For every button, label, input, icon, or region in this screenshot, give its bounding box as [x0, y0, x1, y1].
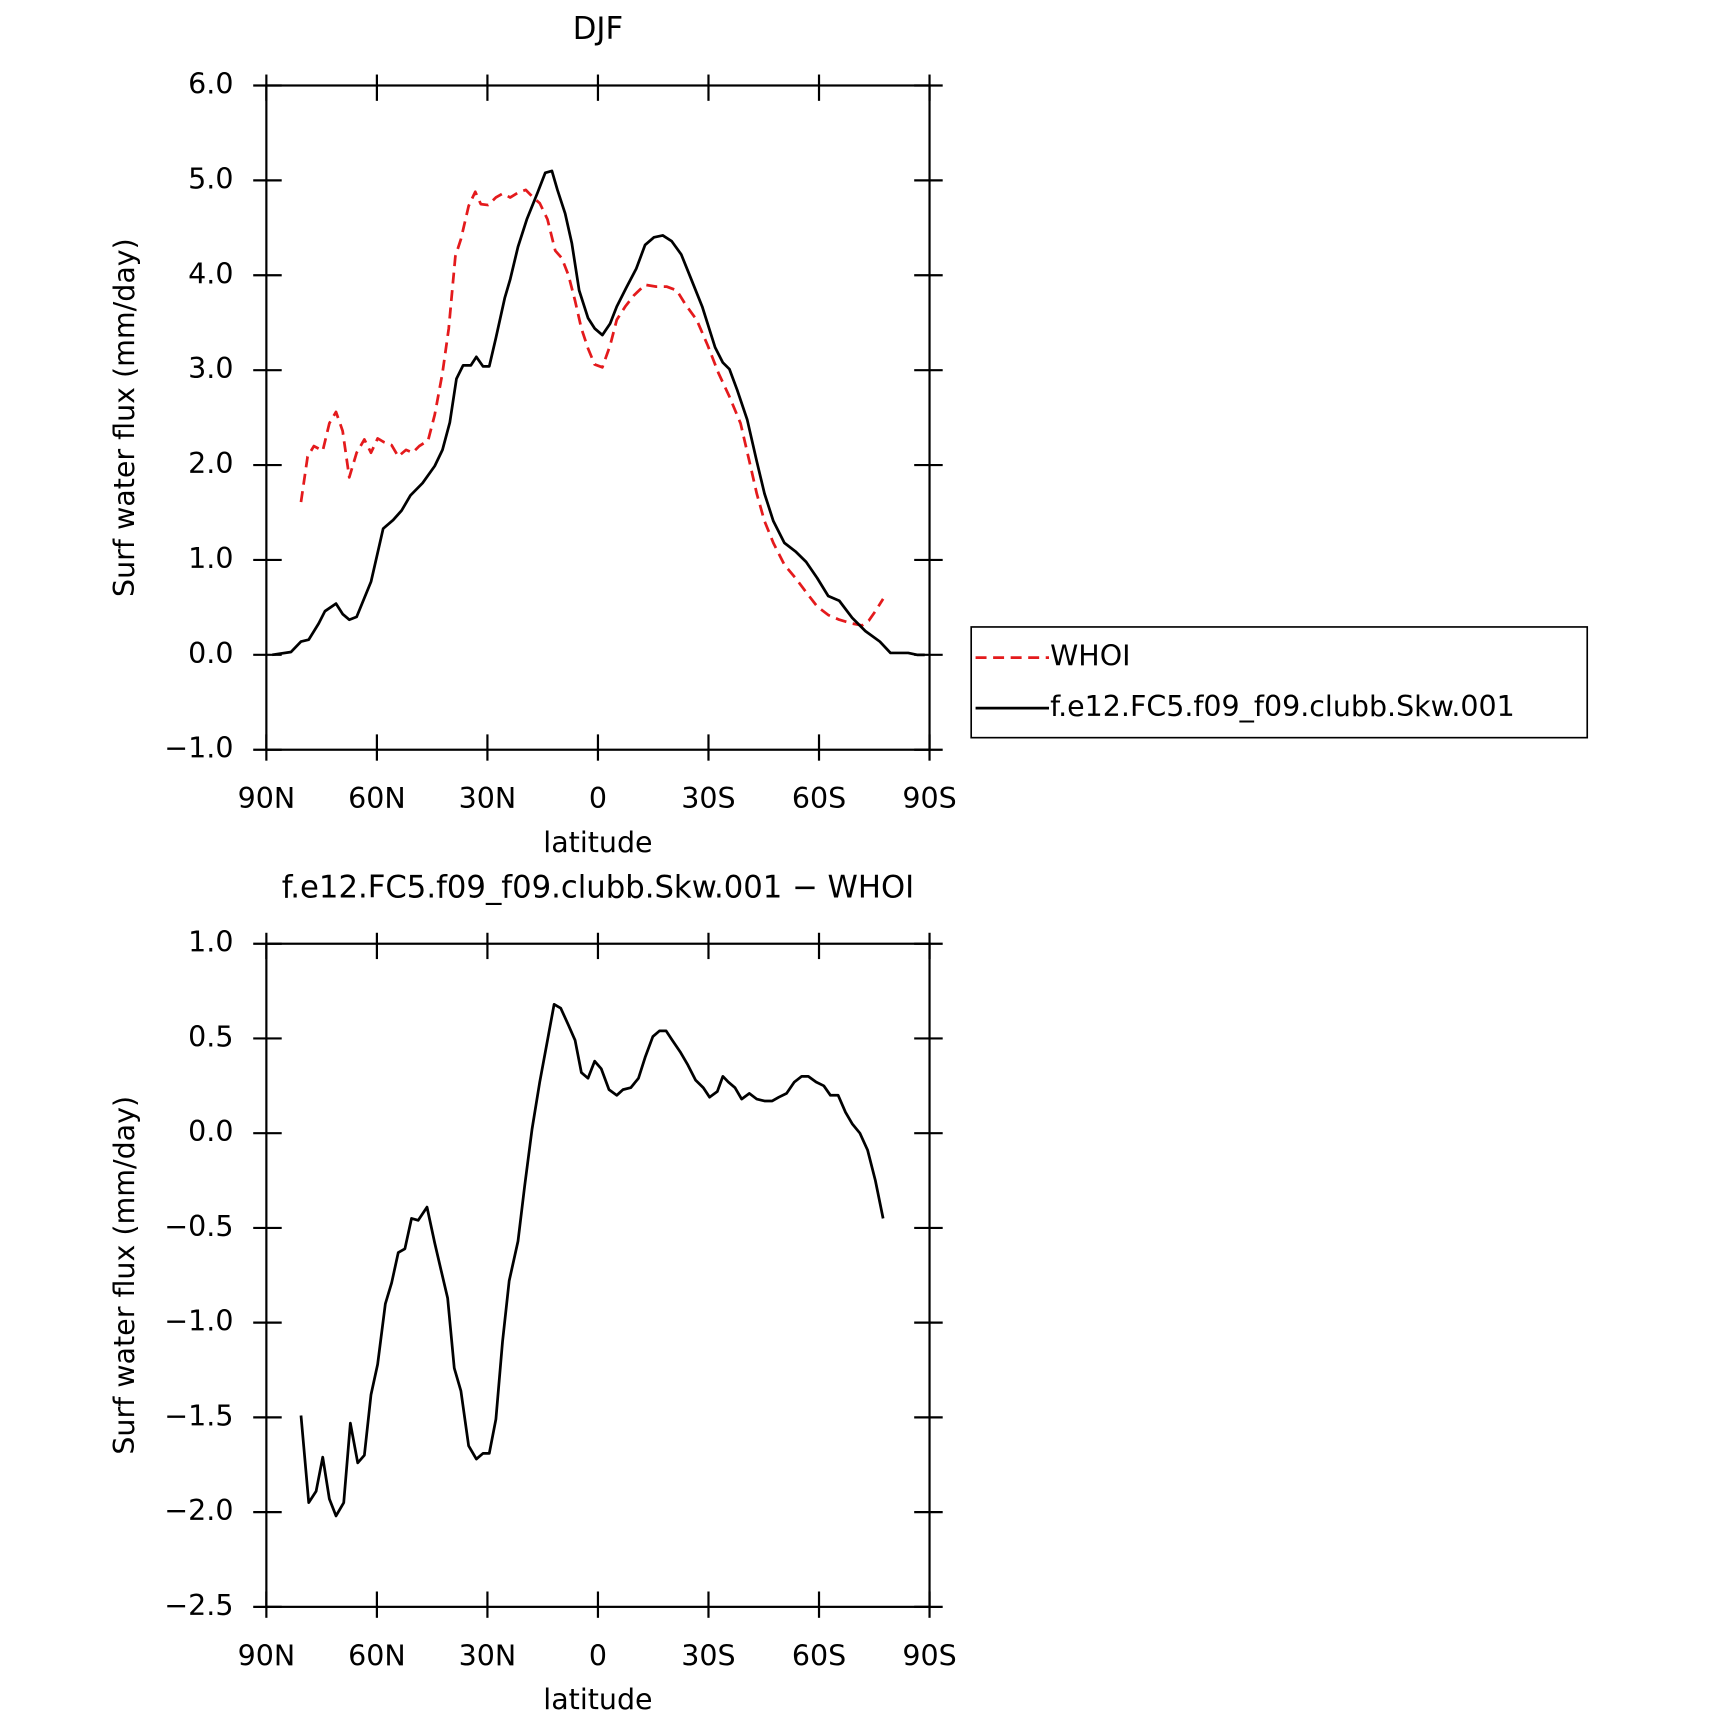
y-tick-label: 0.0: [188, 1115, 233, 1148]
x-tick-label: 60S: [792, 1639, 846, 1672]
data-line: [299, 1002, 885, 1518]
x-axis-label: latitude: [543, 826, 652, 859]
y-tick-label: −1.5: [164, 1399, 233, 1432]
x-tick-label: 0: [589, 782, 607, 815]
y-tick-label: 3.0: [188, 352, 233, 385]
x-tick-label: 0: [589, 1639, 607, 1672]
y-tick-label: 2.0: [188, 447, 233, 480]
x-tick-label: 30S: [681, 782, 735, 815]
y-tick-label: −2.0: [164, 1494, 233, 1527]
legend-box: [970, 626, 1589, 739]
x-tick-label: 30N: [459, 1639, 517, 1672]
plot-frame: [265, 942, 931, 1608]
y-tick-label: 0.0: [188, 637, 233, 670]
plot-frame: [265, 84, 931, 751]
x-tick-label: 60S: [792, 782, 846, 815]
x-tick-label: 60N: [348, 782, 406, 815]
y-tick-label: −1.0: [164, 732, 233, 765]
chart-title: DJF: [573, 12, 623, 47]
y-tick-label: −0.5: [164, 1210, 233, 1243]
y-axis-label: Surf water flux (mm/day): [108, 238, 141, 597]
y-tick-label: 4.0: [188, 257, 233, 290]
x-tick-label: 30S: [681, 1639, 735, 1672]
y-axis-label: Surf water flux (mm/day): [108, 1096, 141, 1455]
y-tick-label: 0.5: [188, 1020, 233, 1053]
x-tick-label: 30N: [459, 782, 517, 815]
data-line: [272, 169, 925, 657]
y-tick-label: 5.0: [188, 162, 233, 195]
x-tick-label: 90N: [238, 1639, 296, 1672]
y-tick-label: 6.0: [188, 67, 233, 100]
y-tick-label: −1.0: [164, 1305, 233, 1338]
x-tick-label: 90S: [902, 1639, 956, 1672]
y-tick-label: 1.0: [188, 542, 233, 575]
chart-title: f.e12.FC5.f09_f09.clubb.Skw.001 − WHOI: [282, 870, 914, 905]
x-tick-label: 90S: [902, 782, 956, 815]
legend-label: WHOI: [1050, 640, 1130, 673]
data-line: [299, 188, 885, 627]
x-tick-label: 60N: [348, 1639, 406, 1672]
y-tick-label: −2.5: [164, 1589, 233, 1622]
x-tick-label: 90N: [238, 782, 296, 815]
y-tick-label: 1.0: [188, 926, 233, 959]
legend-label: f.e12.FC5.f09_f09.clubb.Skw.001: [1050, 690, 1515, 723]
x-axis-label: latitude: [543, 1683, 652, 1716]
